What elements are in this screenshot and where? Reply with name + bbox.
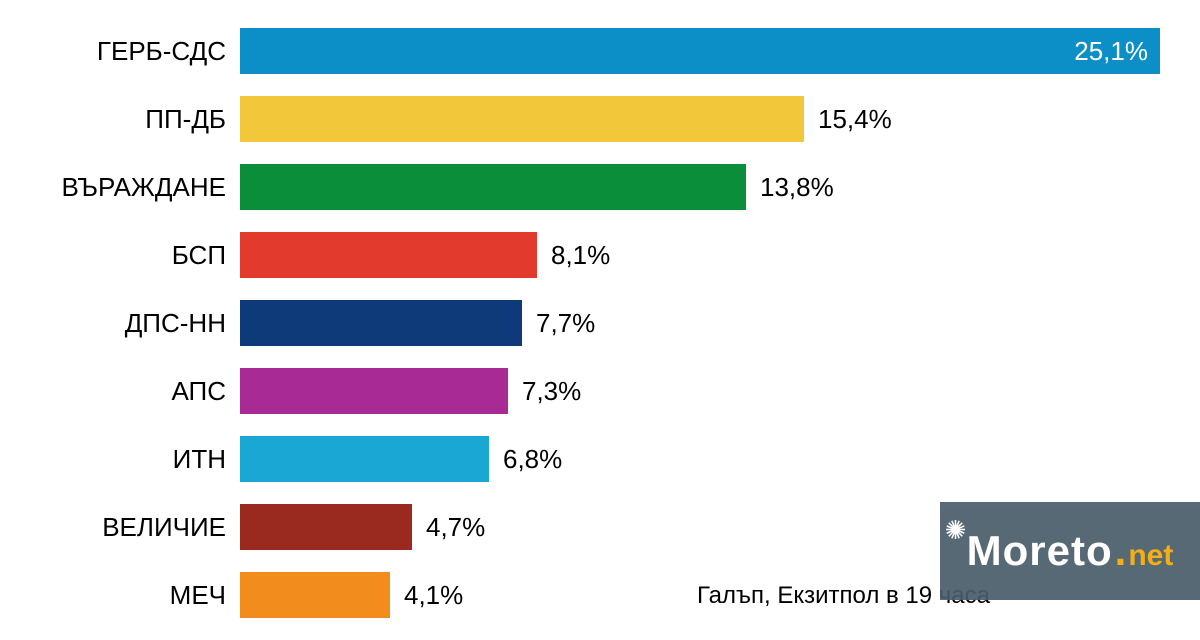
bar-value: 4,1%: [404, 580, 463, 611]
bar-area: 25,1%: [240, 22, 1170, 80]
poll-bar-chart: ГЕРБ-СДС 25,1% ПП-ДБ 15,4% ВЪРАЖДАНЕ 13,8% БСП…: [0, 0, 1200, 640]
bar-row: ГЕРБ-СДС 25,1%: [30, 22, 1170, 80]
bar-value: 6,8%: [503, 444, 562, 475]
bar-label: ГЕРБ-СДС: [30, 36, 240, 67]
bar: [240, 164, 746, 210]
bar: [240, 368, 508, 414]
bar-area: 7,7%: [240, 294, 1170, 352]
bar: [240, 436, 489, 482]
watermark-suffix: net: [1128, 539, 1173, 573]
bar: [240, 572, 390, 618]
bar-area: 6,8%: [240, 430, 1170, 488]
bar: [240, 504, 412, 550]
bar-value: 13,8%: [760, 172, 834, 203]
sun-icon: ✺: [945, 517, 967, 543]
bar-label: АПС: [30, 376, 240, 407]
bar-row: ДПС-НН 7,7%: [30, 294, 1170, 352]
bar-row: АПС 7,3%: [30, 362, 1170, 420]
watermark-dot: .: [1115, 527, 1127, 575]
bar: [240, 300, 522, 346]
bar-label: БСП: [30, 240, 240, 271]
bar-label: МЕЧ: [30, 580, 240, 611]
bar-area: 15,4%: [240, 90, 1170, 148]
bar-area: 13,8%: [240, 158, 1170, 216]
bar-label: ПП-ДБ: [30, 104, 240, 135]
site-watermark: ✺ Moreto . net: [940, 502, 1200, 600]
bar-area: 8,1%: [240, 226, 1170, 284]
bar-value: 15,4%: [818, 104, 892, 135]
bar-row: ПП-ДБ 15,4%: [30, 90, 1170, 148]
bar-value: 4,7%: [426, 512, 485, 543]
bar-label: ВЪРАЖДАНЕ: [30, 172, 240, 203]
bar: [240, 96, 804, 142]
bar-label: ДПС-НН: [30, 308, 240, 339]
bar-label: ВЕЛИЧИЕ: [30, 512, 240, 543]
bar-value: 8,1%: [551, 240, 610, 271]
bar-area: 7,3%: [240, 362, 1170, 420]
bar-label: ИТН: [30, 444, 240, 475]
bar-row: ИТН 6,8%: [30, 430, 1170, 488]
watermark-main-text: Moreto: [967, 527, 1113, 575]
bar-value: 7,3%: [522, 376, 581, 407]
watermark-inner: ✺ Moreto . net: [967, 527, 1174, 575]
bar-value: 7,7%: [536, 308, 595, 339]
bar-row: БСП 8,1%: [30, 226, 1170, 284]
bar: 25,1%: [240, 28, 1160, 74]
bar-row: ВЪРАЖДАНЕ 13,8%: [30, 158, 1170, 216]
bar: [240, 232, 537, 278]
bar-value: 25,1%: [1074, 36, 1148, 67]
